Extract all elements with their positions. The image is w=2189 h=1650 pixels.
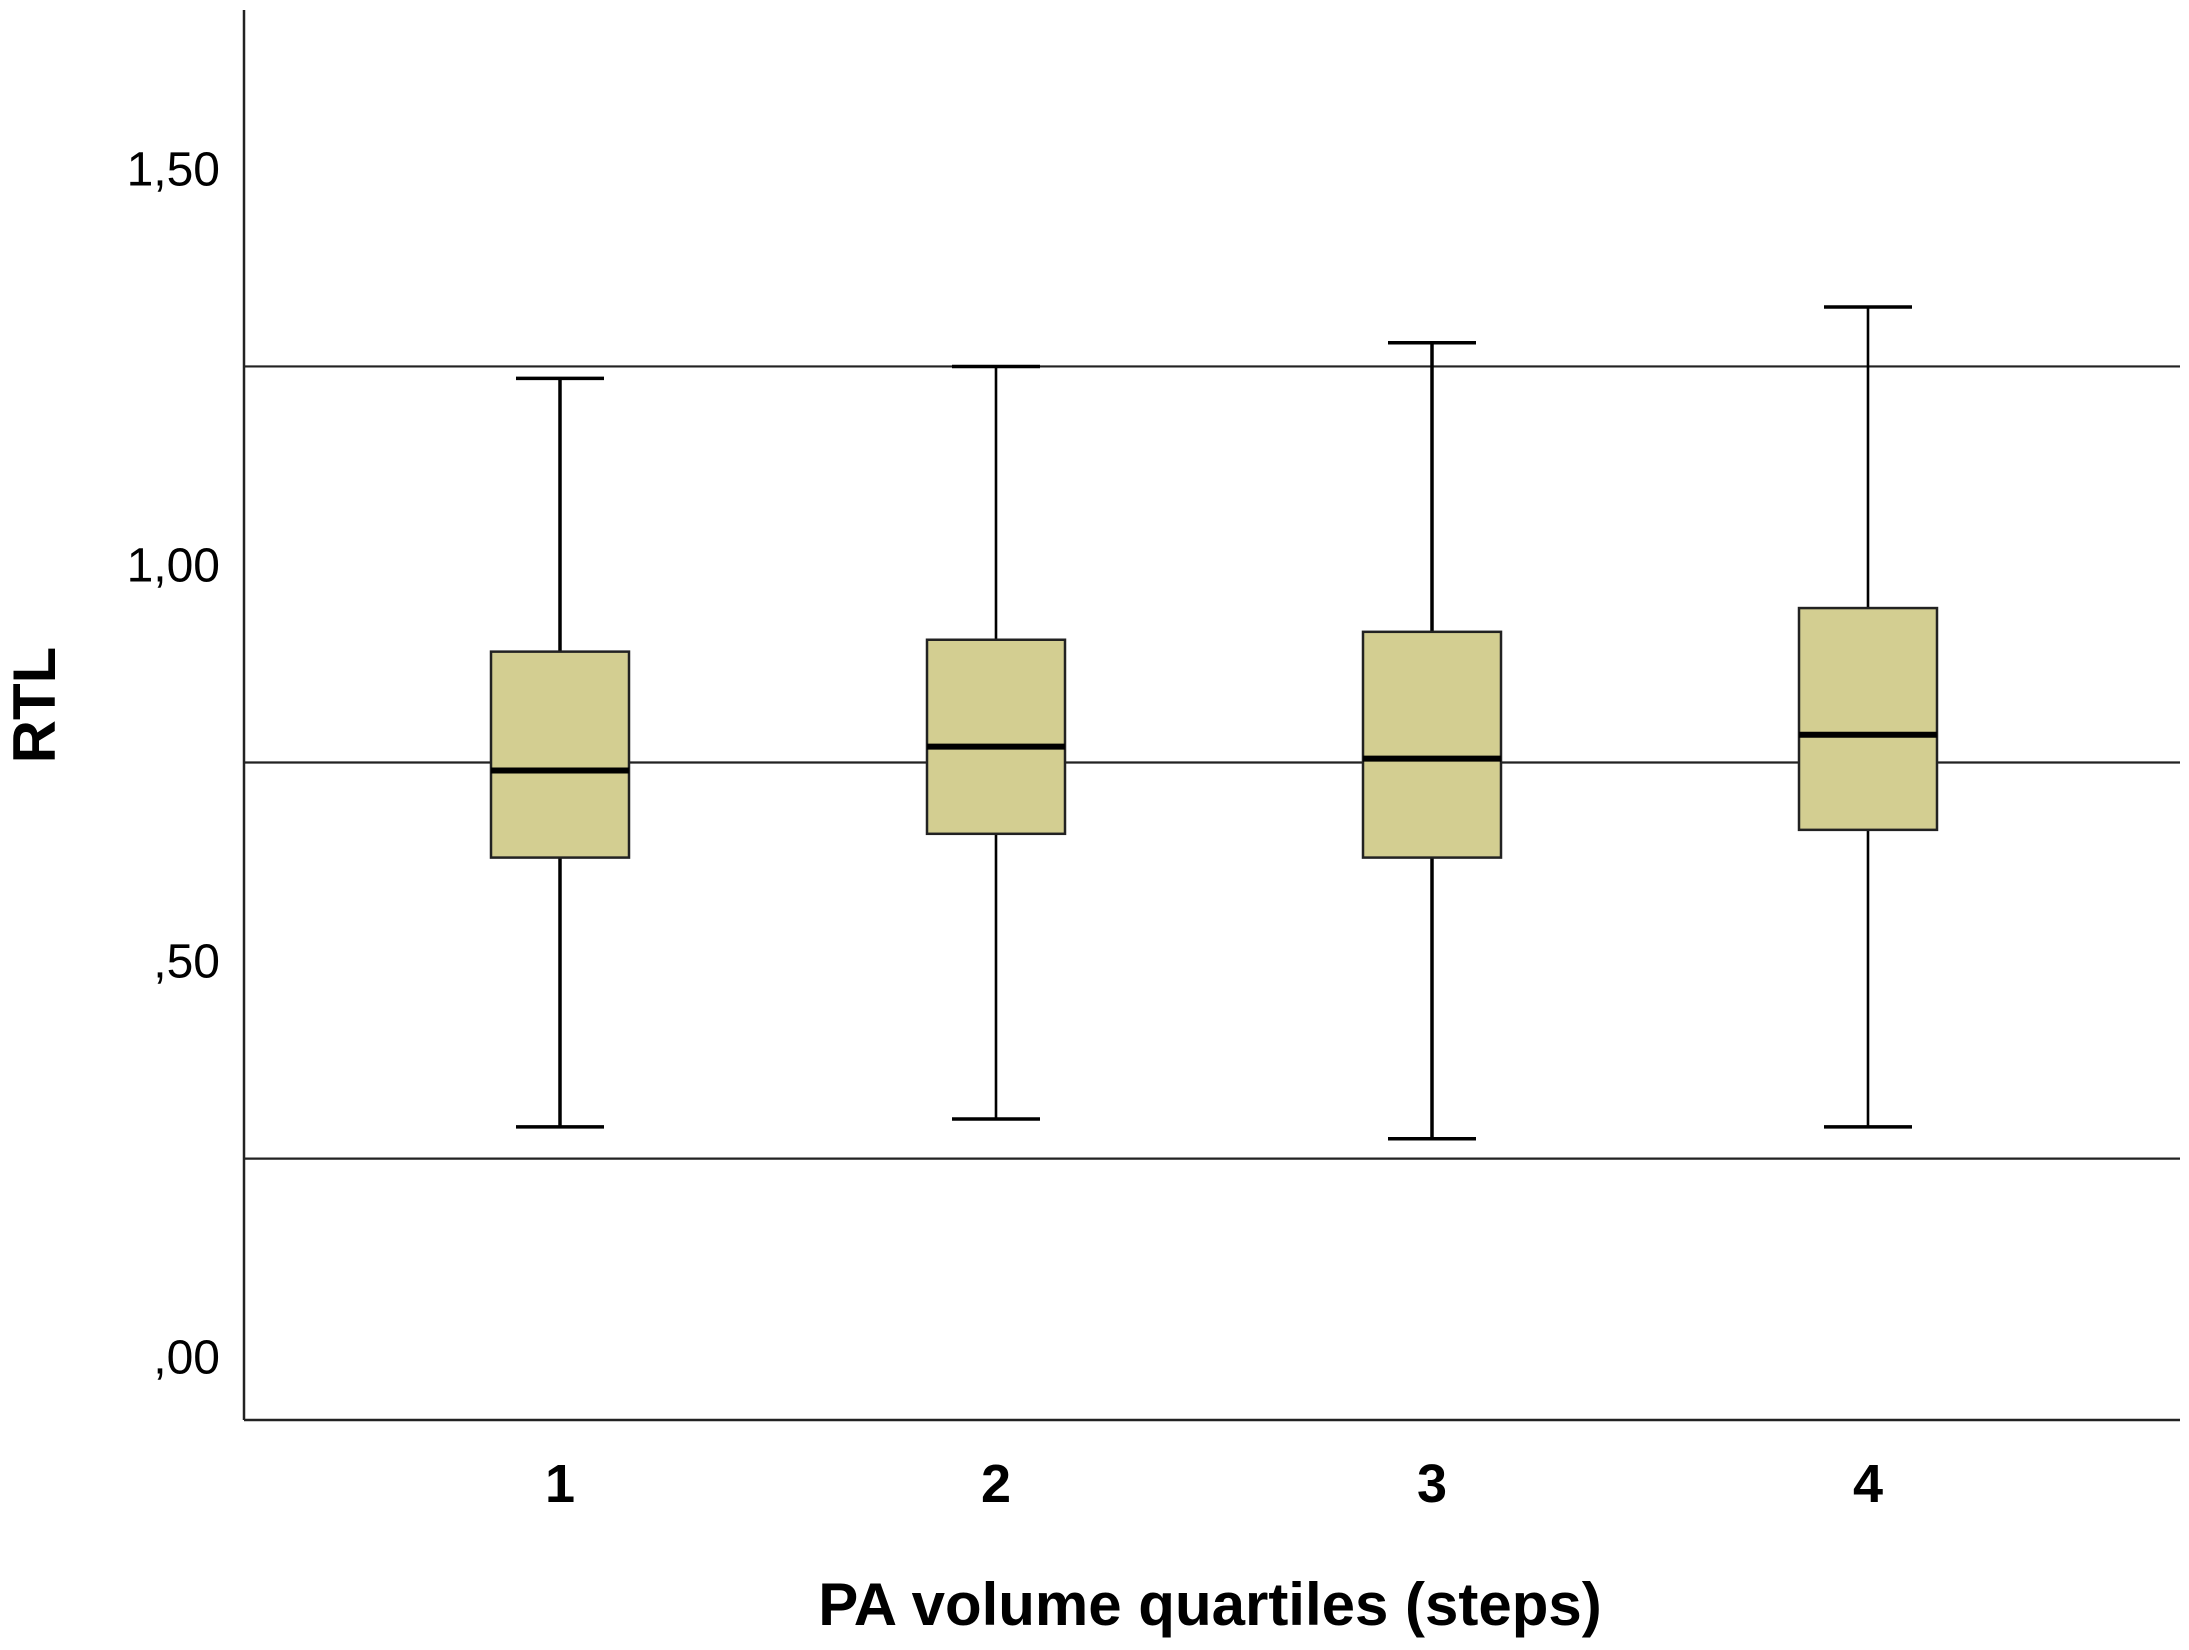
- plot-area: [244, 305, 2180, 1160]
- y-tick-label: ,50: [153, 936, 220, 989]
- box-group-4: [1797, 305, 1939, 1129]
- y-axis: ,00 ,50 1,00 1,50: [127, 10, 246, 1420]
- y-tick-label: ,00: [153, 1332, 220, 1385]
- box-group-3: [1361, 340, 1503, 1141]
- x-tick-label: 3: [1417, 1454, 1447, 1514]
- iqr-box: [1797, 606, 1939, 832]
- iqr-box: [925, 638, 1067, 836]
- y-axis-title: RTL: [1, 647, 68, 764]
- x-axis: 1 2 3 4: [244, 1418, 2180, 1514]
- iqr-box: [489, 650, 631, 859]
- box-group-2: [925, 364, 1067, 1121]
- y-tick-label: 1,00: [127, 539, 220, 592]
- box-group-1: [489, 376, 631, 1129]
- y-tick-label: 1,50: [127, 143, 220, 196]
- x-tick-label: 2: [981, 1454, 1011, 1514]
- iqr-box: [1361, 630, 1503, 859]
- x-axis-title: PA volume quartiles (steps): [818, 1571, 1602, 1638]
- x-tick-label: 1: [545, 1454, 575, 1514]
- x-tick-label: 4: [1853, 1454, 1883, 1514]
